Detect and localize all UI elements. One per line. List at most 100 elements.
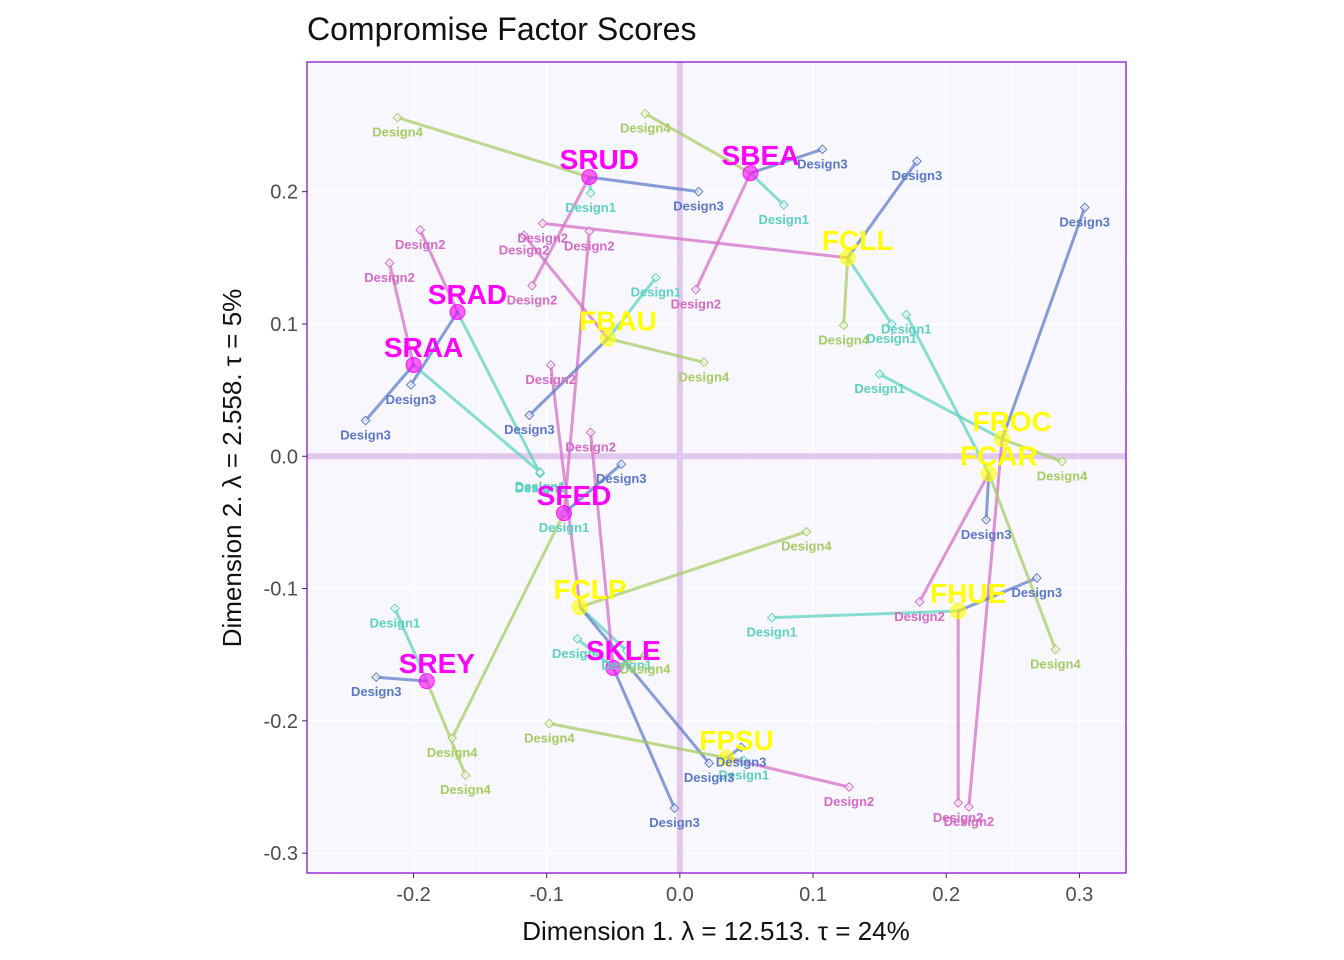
link-design2-skle xyxy=(589,430,615,670)
link-design4-fpsu xyxy=(547,722,728,760)
link-design4-fclp xyxy=(578,530,808,609)
x-axis-title: Dimension 1. λ = 12.513. τ = 24% xyxy=(522,916,910,946)
point-design1-fhue xyxy=(766,612,777,623)
point-label-design3-froc: Design3 xyxy=(1059,215,1110,230)
point-label-design2-skle: Design2 xyxy=(565,439,616,454)
link-design3-skle xyxy=(611,666,677,810)
point-design1-skle xyxy=(572,633,583,644)
point-design3-srey xyxy=(371,672,382,683)
point-design2-fcar xyxy=(914,596,925,607)
point-design2-fbau xyxy=(519,230,530,241)
partial-points xyxy=(360,108,1090,814)
centroid-label-fcar: FCAR xyxy=(960,440,1038,471)
point-design4-sfed xyxy=(447,733,458,744)
centroid-label-sfed: SFED xyxy=(537,480,612,511)
point-design3-skle xyxy=(669,803,680,814)
centroid-label-srud: SRUD xyxy=(560,144,639,175)
link-design2-fbau xyxy=(522,233,610,341)
x-tick-label: 0.1 xyxy=(799,884,827,906)
point-label-design2-sraa: Design2 xyxy=(364,270,415,285)
point-label-design2-fclp: Design2 xyxy=(525,372,576,387)
y-tick-label: 0.1 xyxy=(270,314,298,336)
centroid-point-fcar xyxy=(980,465,997,482)
link-design4-sbea xyxy=(643,112,752,175)
point-design3-fhue xyxy=(1031,573,1042,583)
point-label-design1-fclp: Design1 xyxy=(601,658,652,673)
point-design2-fclp xyxy=(545,360,556,370)
link-design4-froc xyxy=(1000,437,1064,464)
link-design3-fhue xyxy=(956,576,1039,613)
link-design3-srey xyxy=(374,675,429,683)
point-label-design1-sbea: Design1 xyxy=(758,212,809,227)
point-label-design1-fpsu: Design1 xyxy=(719,768,770,783)
link-design2-srad xyxy=(418,228,459,314)
centroid-point-froc xyxy=(994,431,1011,448)
link-design3-sfed xyxy=(562,462,623,515)
partial-links xyxy=(364,112,1087,810)
link-design2-srud xyxy=(530,175,591,288)
link-design3-fcll xyxy=(846,159,919,260)
y-axis-ticks: -0.3 -0.2 -0.1 0.0 0.1 0.2 xyxy=(264,182,307,865)
point-design2-srud xyxy=(527,280,538,291)
y-tick-label: 0.0 xyxy=(270,446,298,468)
point-design3-fbau xyxy=(524,410,535,421)
x-tick-label: 0.2 xyxy=(932,884,960,906)
point-label-design3-fhue: Design3 xyxy=(1011,585,1062,600)
link-design1-srad xyxy=(455,310,542,475)
point-design2-fhue xyxy=(953,797,964,808)
x-axis-ticks: -0.2 -0.1 0.0 0.1 0.2 0.3 xyxy=(396,873,1093,906)
point-design1-fcll xyxy=(886,319,897,329)
centroid-label-fclp: FCLP xyxy=(553,574,626,605)
partial-point-labels: Design1Design1Design1Design1Design1Desig… xyxy=(340,121,1110,831)
x-tick-label: 0.3 xyxy=(1065,884,1093,906)
y-tick-label: -0.1 xyxy=(264,579,298,601)
link-design3-sbea xyxy=(748,147,824,175)
point-label-design2-srad: Design2 xyxy=(395,237,446,252)
point-design3-srad xyxy=(405,379,416,390)
point-design3-srud xyxy=(693,186,704,197)
point-label-design2-fcll: Design2 xyxy=(517,230,568,245)
link-design2-fcar xyxy=(918,471,991,604)
centroid-label-fbau: FBAU xyxy=(579,306,657,337)
link-design3-sraa xyxy=(364,363,416,423)
point-label-design1-fbau: Design1 xyxy=(631,285,682,300)
y-tick-label: 0.2 xyxy=(270,182,298,204)
point-label-design4-skle: Design4 xyxy=(620,662,671,677)
point-design2-sraa xyxy=(384,258,395,269)
point-design1-froc xyxy=(874,369,885,380)
point-design4-froc xyxy=(1057,456,1068,467)
point-design3-fpsu xyxy=(736,742,747,753)
point-design1-sbea xyxy=(778,199,789,210)
centroid-point-srad xyxy=(449,304,466,321)
x-tick-label: -0.1 xyxy=(529,884,563,906)
point-label-design4-froc: Design4 xyxy=(1037,469,1088,484)
centroid-label-sbea: SBEA xyxy=(722,140,800,171)
link-design2-fcll xyxy=(541,221,850,260)
link-design3-fclp xyxy=(578,605,711,765)
link-design2-sbea xyxy=(694,171,752,292)
point-design2-sbea xyxy=(690,284,701,295)
point-design2-fpsu xyxy=(844,782,854,792)
link-design2-fclp xyxy=(549,363,582,609)
centroid-label-sraa: SRAA xyxy=(384,332,463,363)
centroid-point-fcll xyxy=(839,249,856,266)
point-label-design3-fbau: Design3 xyxy=(504,422,555,437)
link-design4-srud xyxy=(396,116,591,179)
point-label-design2-sbea: Design2 xyxy=(671,297,722,312)
point-label-design1-sraa: Design1 xyxy=(515,479,566,494)
point-label-design4-srud: Design4 xyxy=(372,125,423,140)
point-label-design3-sraa: Design3 xyxy=(340,428,391,443)
centroid-label-srey: SREY xyxy=(399,648,476,679)
point-label-design1-fhue: Design1 xyxy=(746,625,797,640)
point-design2-skle xyxy=(585,427,596,438)
point-label-design4-sbea: Design4 xyxy=(620,121,671,136)
point-label-design3-sfed: Design3 xyxy=(596,471,647,486)
point-design1-fclp xyxy=(621,645,632,656)
point-design1-fpsu xyxy=(738,755,749,766)
x-tick-label: -0.2 xyxy=(396,884,430,906)
point-design1-fbau xyxy=(650,272,661,283)
point-label-design1-fcll: Design1 xyxy=(866,331,917,346)
chart-title: Compromise Factor Scores xyxy=(307,11,696,47)
point-design2-srad xyxy=(415,225,426,235)
